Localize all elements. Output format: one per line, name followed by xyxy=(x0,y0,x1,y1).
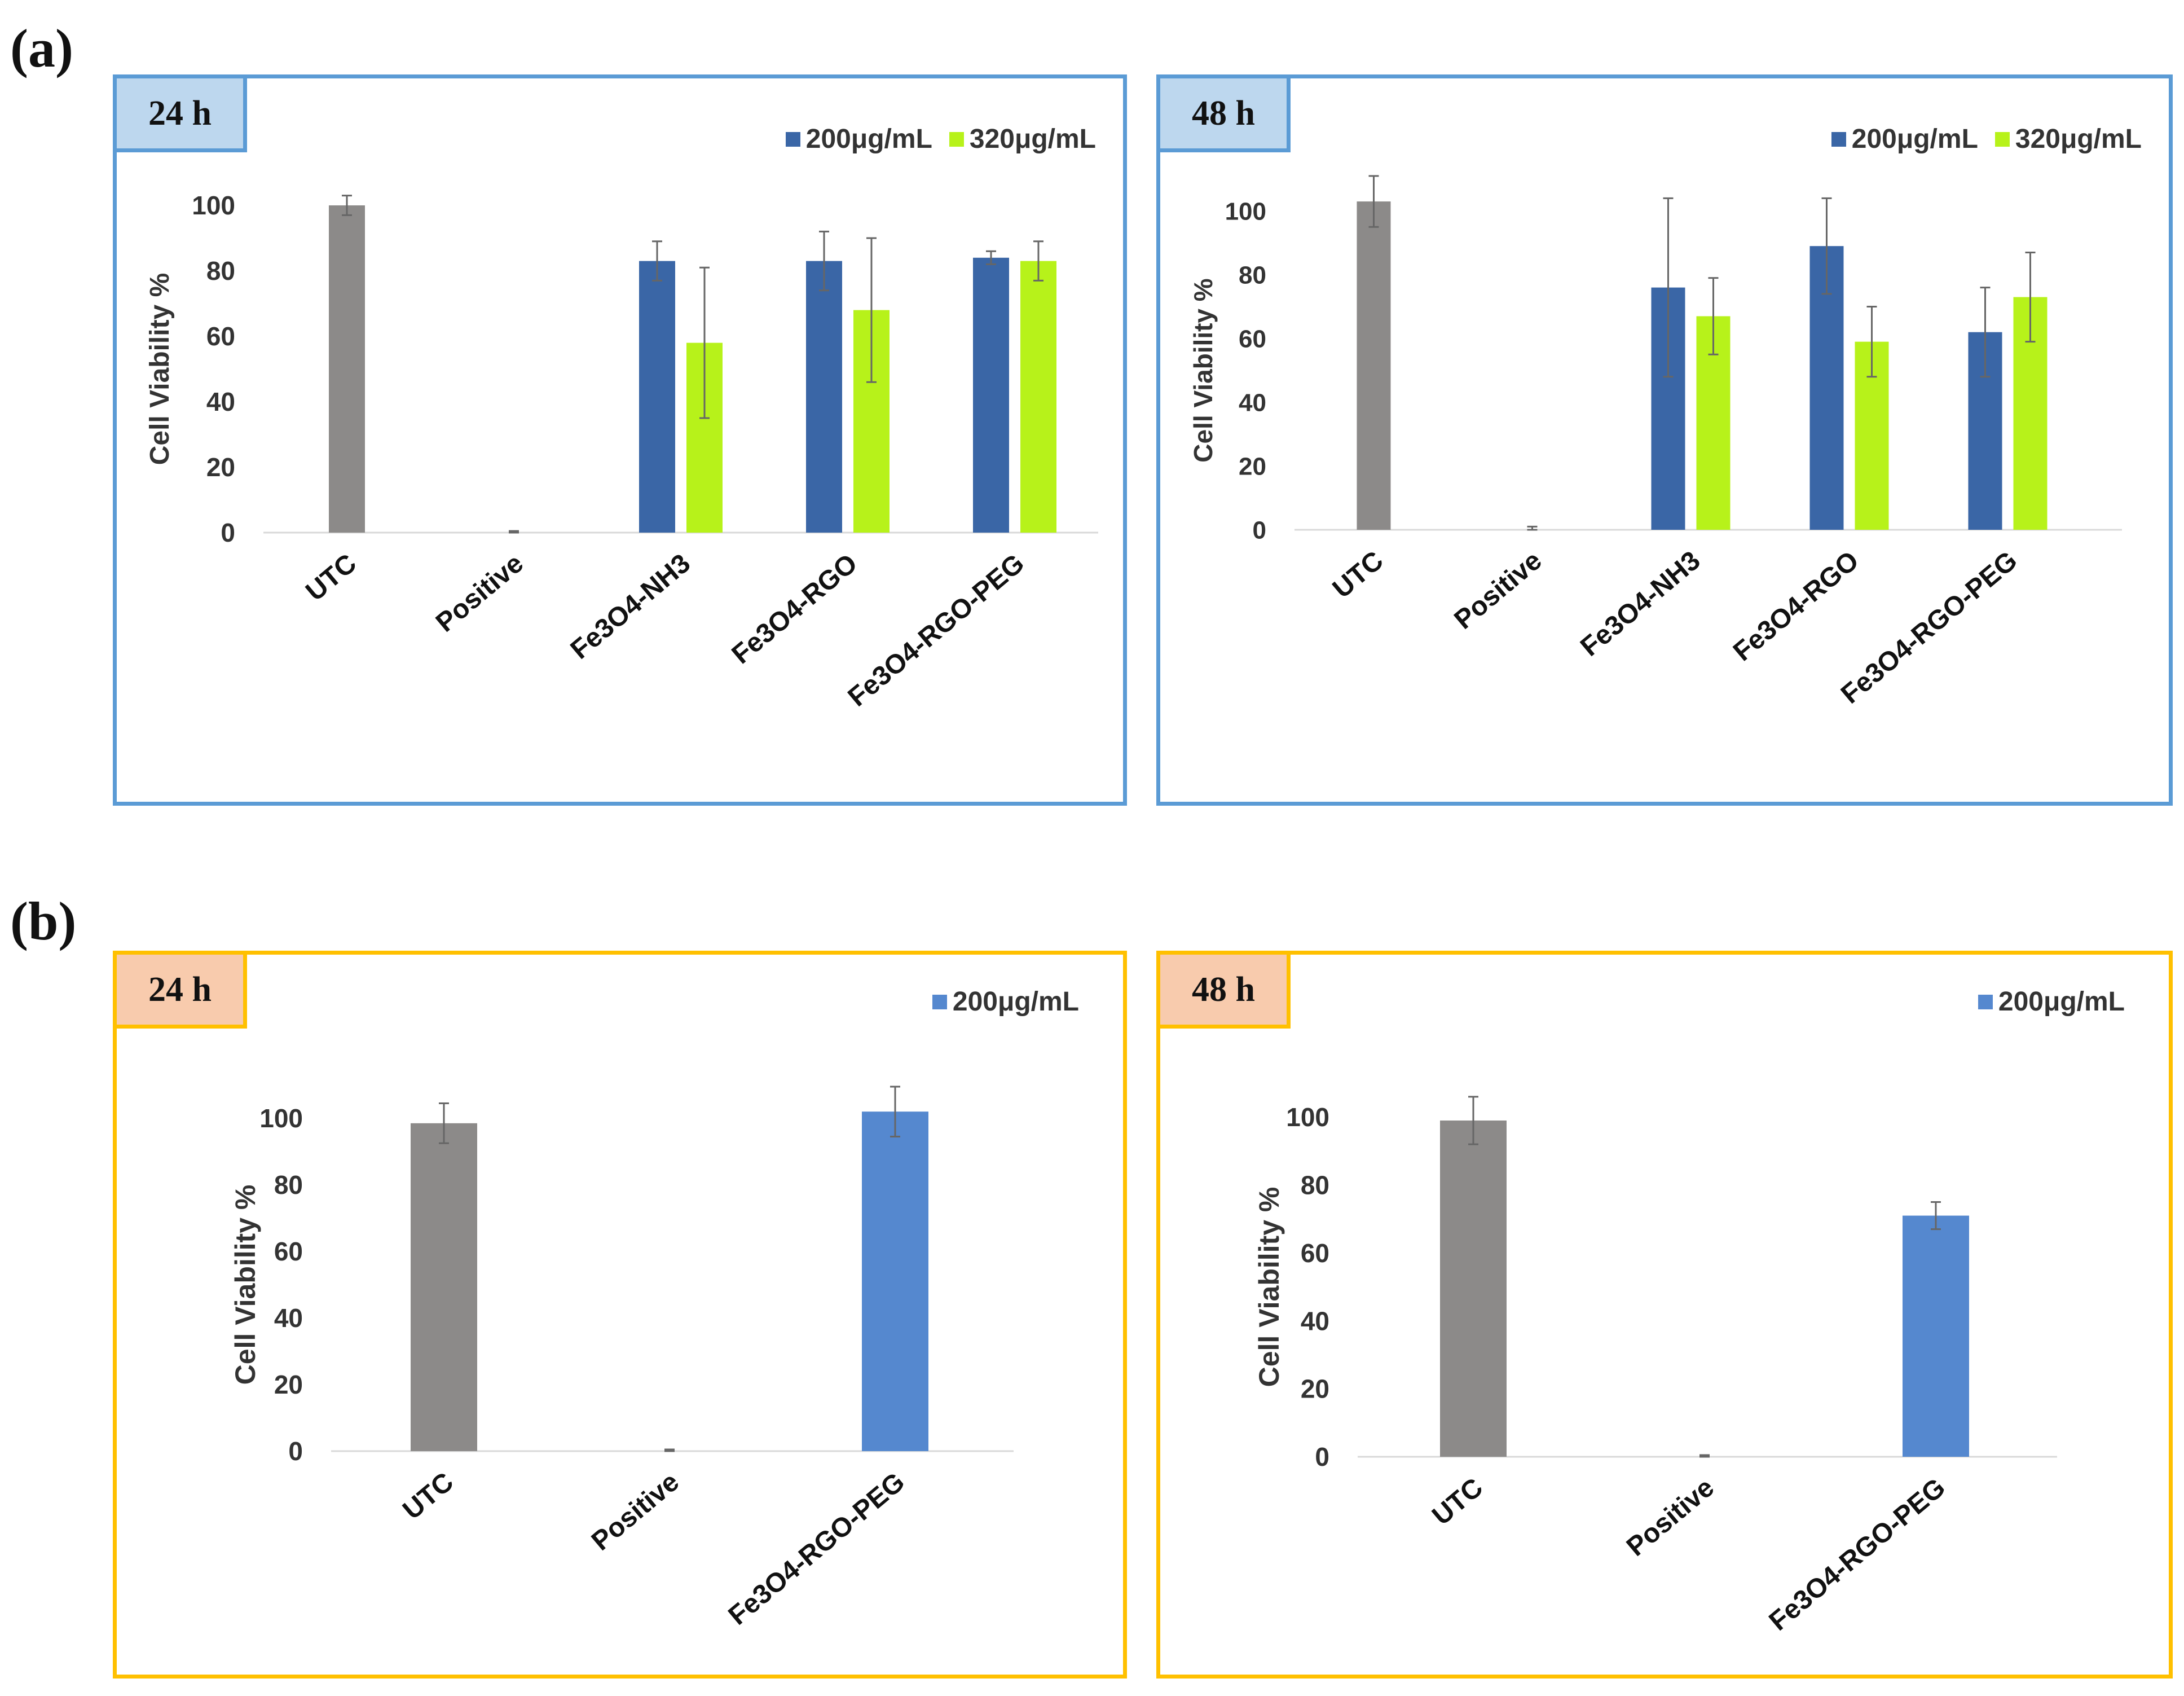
y-tick-label: 60 xyxy=(274,1237,303,1266)
category-label: Fe3O4-RGO-PEG xyxy=(1835,546,2023,710)
legend-swatch xyxy=(1994,131,2010,147)
y-tick-label: 0 xyxy=(1315,1442,1329,1471)
category-label: Fe3O4-RGO-PEG xyxy=(1764,1473,1951,1637)
y-tick-label: 40 xyxy=(1239,389,1266,416)
y-tick-label: 20 xyxy=(206,452,235,482)
y-tick-label: 40 xyxy=(274,1303,303,1333)
y-tick-label: 0 xyxy=(221,518,235,547)
chart-legend: 200μg/mL xyxy=(1961,986,2125,1017)
bar-200 xyxy=(973,257,1009,533)
y-tick-label: 60 xyxy=(206,322,235,351)
legend-label: 320μg/mL xyxy=(969,124,1096,154)
y-tick-label: 80 xyxy=(206,256,235,285)
y-axis-label: Cell Viability % xyxy=(230,1185,261,1385)
y-tick-label: 100 xyxy=(1225,197,1266,225)
bar-200 xyxy=(1903,1215,1969,1457)
chart-legend: 200μg/mL xyxy=(915,986,1079,1017)
y-tick-label: 40 xyxy=(206,387,235,416)
section-label-b: (b) xyxy=(10,891,77,951)
y-axis-label: Cell Viability % xyxy=(1253,1187,1285,1387)
category-label: Fe3O4-NH3 xyxy=(1575,546,1706,662)
y-tick-label: 40 xyxy=(1301,1306,1329,1335)
legend-label: 200μg/mL xyxy=(805,124,932,154)
chart-panel-b-24h: 24 h 200μg/mL Cell Viability % 0 20 40 60 80 1… xyxy=(113,951,1127,1679)
category-label: Positive xyxy=(1448,546,1547,635)
legend-swatch xyxy=(785,131,800,147)
y-tick-label: 20 xyxy=(1239,452,1266,480)
bar-200 xyxy=(862,1111,928,1451)
chart-svg: Cell Viability % 0 20 40 60 80 100 UTC Positive F… xyxy=(230,1086,1014,1631)
category-label: Fe3O4-RGO-PEG xyxy=(843,548,1030,713)
legend-item-200: 200μg/mL xyxy=(1831,124,1978,155)
legend-item-200: 200μg/mL xyxy=(1978,986,2125,1017)
bar-utc xyxy=(329,205,365,533)
panel-title-badge: 48 h xyxy=(1156,951,1291,1029)
y-tick-label: 100 xyxy=(259,1104,303,1133)
y-tick-label: 0 xyxy=(288,1436,303,1466)
panel-title-badge: 24 h xyxy=(113,74,247,152)
category-label: Fe3O4-RGO-PEG xyxy=(723,1467,910,1631)
category-label: UTC xyxy=(1327,546,1389,604)
chart-svg: Cell Viability % 0 20 40 60 80 100 UTC Positive F… xyxy=(1253,1096,2057,1637)
legend-swatch xyxy=(949,131,964,147)
legend-swatch xyxy=(932,994,947,1009)
panel-title-badge: 24 h xyxy=(113,951,247,1029)
y-tick-label: 100 xyxy=(192,191,235,220)
category-label: UTC xyxy=(1426,1473,1489,1531)
y-tick-label: 80 xyxy=(1301,1171,1329,1200)
legend-item-200: 200μg/mL xyxy=(932,986,1079,1017)
legend-item-320: 320μg/mL xyxy=(1994,124,2142,155)
category-label: UTC xyxy=(397,1467,459,1526)
y-tick-label: 20 xyxy=(1301,1374,1329,1404)
y-tick-label: 80 xyxy=(1239,261,1266,289)
y-tick-label: 20 xyxy=(274,1370,303,1399)
category-label: Positive xyxy=(1621,1473,1720,1562)
bar-320 xyxy=(1020,261,1056,533)
chart-panel-b-48h: 48 h 200μg/mL Cell Viability % 0 20 40 60 80 1… xyxy=(1156,951,2173,1679)
y-axis-label: Cell Viability % xyxy=(145,273,175,465)
legend-item-320: 320μg/mL xyxy=(949,124,1096,155)
section-label-a: (a) xyxy=(10,18,73,78)
category-label: Positive xyxy=(586,1467,685,1557)
category-label: Fe3O4-RGO xyxy=(726,548,863,670)
y-tick-label: 100 xyxy=(1286,1102,1329,1132)
bar-utc xyxy=(411,1123,477,1451)
y-tick-label: 60 xyxy=(1301,1238,1329,1268)
chart-legend: 200μg/mL 320μg/mL xyxy=(1815,124,2142,155)
category-label: Positive xyxy=(430,548,529,638)
category-label: Fe3O4-NH3 xyxy=(565,548,696,665)
chart-panel-a-48h: 48 h 200μg/mL 320μg/mL Cell Viability % 0… xyxy=(1156,74,2173,806)
category-label: Fe3O4-RGO xyxy=(1728,546,1864,667)
bar-utc xyxy=(1357,201,1391,530)
chart-panel-a-24h: 24 h 200μg/mL 320μg/mL Cell Viability % 0… xyxy=(113,74,1127,806)
legend-swatch xyxy=(1831,131,1846,147)
bar-utc xyxy=(1440,1121,1507,1457)
legend-label: 200μg/mL xyxy=(1998,987,2125,1017)
legend-label: 200μg/mL xyxy=(1851,124,1978,154)
bar-200 xyxy=(806,261,842,533)
chart-svg: Cell Viability % 0 20 40 60 80 100 UTC Positive F… xyxy=(1188,175,2122,710)
legend-swatch xyxy=(1978,994,1993,1009)
y-axis-label: Cell Viability % xyxy=(1188,278,1218,462)
y-tick-label: 60 xyxy=(1239,325,1266,353)
chart-svg: Cell Viability % 0 20 40 60 80 100 UTC Positive F… xyxy=(145,191,1098,713)
category-label: UTC xyxy=(300,548,362,607)
y-tick-label: 80 xyxy=(274,1170,303,1199)
legend-item-200: 200μg/mL xyxy=(785,124,932,155)
y-tick-label: 0 xyxy=(1253,516,1266,544)
legend-label: 200μg/mL xyxy=(952,987,1079,1017)
legend-label: 320μg/mL xyxy=(2015,124,2142,154)
panel-title-badge: 48 h xyxy=(1156,74,1291,152)
chart-legend: 200μg/mL 320μg/mL xyxy=(769,124,1096,155)
bar-200 xyxy=(639,261,675,533)
